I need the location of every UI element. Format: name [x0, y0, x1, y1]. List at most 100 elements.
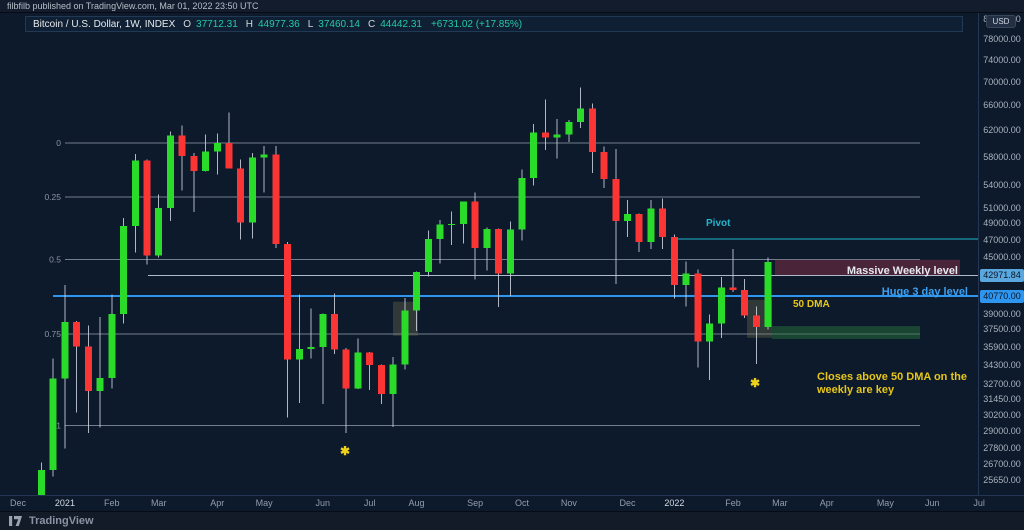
candle[interactable] — [225, 112, 233, 169]
candle[interactable] — [202, 134, 210, 172]
fib-level-label: 0.5 — [49, 255, 61, 265]
candle[interactable] — [284, 241, 292, 418]
candle[interactable] — [108, 294, 116, 389]
candle[interactable] — [377, 364, 385, 405]
fib-level-label: 0.75 — [44, 329, 61, 339]
candle[interactable] — [752, 306, 760, 365]
candle[interactable] — [38, 462, 45, 495]
candle[interactable] — [260, 145, 268, 193]
price-tick-label: 32700.00 — [983, 378, 1021, 389]
month-tick-label: Sep — [467, 498, 484, 508]
candle[interactable] — [190, 153, 198, 212]
candle[interactable] — [178, 125, 186, 191]
symbol-title[interactable]: Bitcoin / U.S. Dollar, 1W, INDEX — [33, 18, 176, 30]
candle[interactable] — [682, 261, 690, 307]
candle[interactable] — [483, 227, 491, 271]
candle[interactable] — [389, 357, 397, 428]
candle[interactable] — [647, 200, 655, 249]
massive-weekly-level-label[interactable]: Massive Weekly level — [846, 265, 958, 277]
high-label: H — [245, 18, 253, 30]
candle[interactable] — [143, 159, 151, 265]
candle[interactable] — [706, 314, 714, 380]
candle[interactable] — [553, 119, 561, 159]
candle[interactable] — [131, 154, 139, 253]
open-value: 37712.31 — [196, 18, 238, 30]
candlestick-chart-pane[interactable]: 0 0.25 0.5 0.75 1 — [0, 13, 978, 495]
candle[interactable] — [354, 338, 362, 390]
closes-above-50dma-note[interactable]: Closes above 50 DMA on the weekly are ke… — [817, 371, 967, 396]
candle[interactable] — [413, 271, 421, 331]
candle[interactable] — [213, 133, 221, 175]
candle[interactable] — [307, 308, 315, 359]
time-axis[interactable]: Dec 2021 Feb Mar Apr May Jun Jul Aug Sep Oct Nov Dec… — [0, 495, 1024, 511]
star-marker-icon[interactable]: ✱ — [340, 444, 351, 458]
chart-legend[interactable]: Bitcoin / U.S. Dollar, 1W, INDEX O 37712.… — [25, 16, 963, 32]
candle[interactable] — [717, 276, 725, 338]
candle[interactable] — [96, 316, 104, 428]
close-label: C — [368, 18, 376, 30]
huge-3day-level-label[interactable]: Huge 3 day level — [881, 286, 968, 298]
publish-info-bar: filbfilb published on TradingView.com, M… — [0, 0, 1024, 13]
month-tick-label: Jul — [973, 498, 985, 508]
star-marker-icon[interactable]: ✱ — [750, 376, 761, 390]
candle[interactable] — [342, 348, 350, 434]
tradingview-logo-icon — [9, 516, 22, 526]
publish-caption: filbfilb published on TradingView.com, M… — [7, 1, 259, 11]
candle[interactable] — [448, 211, 456, 245]
candle[interactable] — [588, 103, 596, 173]
month-tick-label: Feb — [725, 498, 741, 508]
candle[interactable] — [84, 325, 92, 434]
candle[interactable] — [541, 99, 549, 150]
pivot-label[interactable]: Pivot — [706, 218, 731, 229]
candle[interactable] — [764, 257, 772, 330]
candle[interactable] — [424, 230, 432, 277]
candle[interactable] — [366, 352, 374, 391]
massive-weekly-band[interactable] — [775, 259, 960, 276]
candle[interactable] — [436, 220, 444, 264]
candle[interactable] — [331, 293, 338, 354]
change-value: +6731.02 (+17.85%) — [430, 18, 523, 30]
month-tick-label: May — [876, 498, 894, 508]
fib-level-label: 0.25 — [44, 192, 61, 202]
price-tick-label: 58000.00 — [983, 151, 1021, 162]
candle[interactable] — [612, 148, 620, 284]
candle[interactable] — [471, 192, 479, 280]
demand-band[interactable] — [772, 326, 920, 339]
50-dma-label[interactable]: 50 DMA — [793, 299, 830, 310]
candle[interactable] — [600, 146, 608, 189]
candle[interactable] — [272, 146, 280, 248]
candle[interactable] — [295, 294, 303, 403]
month-tick-label: Aug — [408, 498, 425, 508]
candle[interactable] — [565, 120, 573, 143]
candle[interactable] — [49, 358, 57, 477]
candle[interactable] — [530, 124, 538, 186]
candle[interactable] — [319, 313, 327, 405]
candle[interactable] — [459, 201, 467, 244]
low-label: L — [307, 18, 314, 30]
candle[interactable] — [73, 320, 81, 413]
candle[interactable] — [166, 131, 174, 221]
candle[interactable] — [635, 213, 643, 252]
candle[interactable] — [729, 249, 737, 293]
candle[interactable] — [670, 234, 678, 299]
candle[interactable] — [694, 269, 702, 368]
candle[interactable] — [518, 169, 526, 241]
candle[interactable] — [506, 221, 514, 296]
candle[interactable] — [237, 159, 245, 240]
month-tick-label: Mar — [772, 498, 788, 508]
price-tick-label: 25650.00 — [983, 474, 1021, 485]
candle[interactable] — [659, 198, 667, 249]
candle[interactable] — [741, 278, 749, 318]
candle[interactable] — [401, 297, 409, 370]
candle[interactable] — [624, 200, 631, 237]
candle[interactable] — [577, 87, 585, 128]
price-tick-label: 39000.00 — [983, 308, 1021, 319]
currency-toggle-button[interactable]: USD — [986, 15, 1016, 28]
price-axis[interactable]: 82000.0078000.0074000.0070000.0066000.00… — [978, 13, 1024, 495]
candle[interactable] — [61, 284, 69, 449]
candle[interactable] — [155, 194, 163, 258]
candle[interactable] — [495, 228, 503, 308]
candle[interactable] — [248, 152, 256, 239]
candle[interactable] — [120, 217, 128, 324]
